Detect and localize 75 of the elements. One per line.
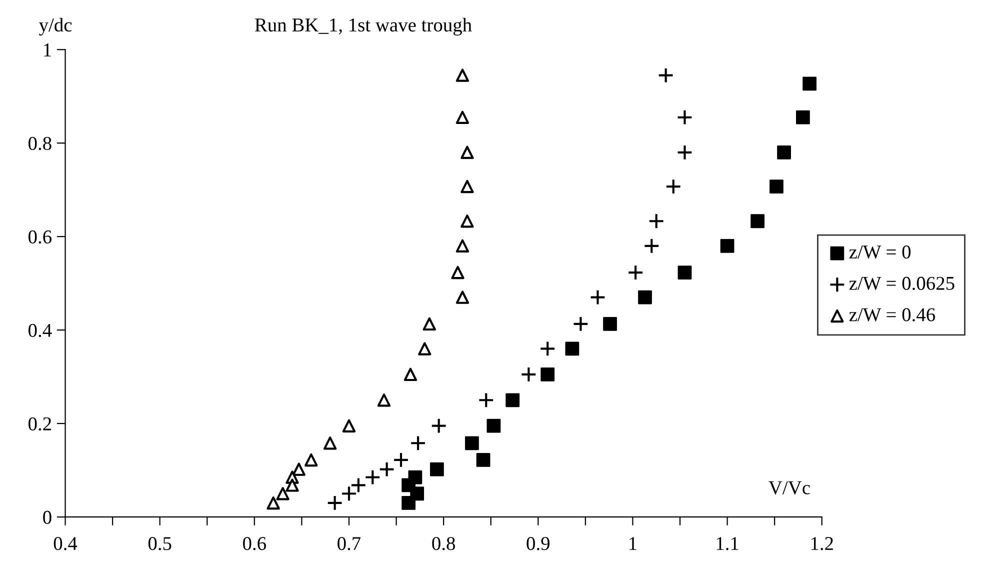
point — [644, 238, 660, 254]
x-tick-label: 1.2 — [811, 537, 833, 550]
x-axis-title: V/Vc — [768, 481, 810, 494]
x-tick-label: 1 — [630, 537, 636, 550]
point — [456, 68, 470, 82]
y-tick-label: 0.2 — [28, 417, 52, 431]
legend-label: z/W = 0.46 — [849, 308, 936, 322]
point — [770, 180, 784, 194]
x-tick-label: 0.7 — [338, 536, 361, 550]
point — [476, 453, 490, 467]
point — [540, 367, 555, 382]
point — [676, 109, 693, 126]
chart-title: Run BK_1, 1st wave trough — [254, 18, 472, 36]
point — [802, 76, 817, 91]
x-tick-label: 0.4 — [54, 536, 78, 550]
point — [506, 393, 520, 408]
point — [638, 290, 652, 304]
point — [430, 418, 447, 434]
point — [603, 317, 617, 331]
point — [402, 496, 416, 510]
point — [665, 178, 682, 195]
y-tick-label: 0 — [43, 510, 52, 524]
point — [456, 290, 470, 304]
y-tick-label: 0.4 — [28, 324, 52, 338]
point — [460, 180, 474, 194]
point — [422, 317, 436, 331]
point — [720, 238, 734, 253]
point — [460, 214, 474, 228]
point — [276, 487, 290, 500]
point — [796, 110, 810, 124]
point — [460, 146, 474, 160]
point — [292, 462, 306, 476]
point — [377, 394, 391, 407]
point — [572, 316, 589, 332]
point — [658, 67, 674, 84]
point — [451, 266, 464, 280]
point — [393, 452, 409, 468]
point — [648, 213, 664, 230]
x-tick-label: 1.1 — [716, 537, 738, 550]
point — [456, 239, 470, 252]
point — [565, 342, 580, 356]
y-axis-title: y/dc — [39, 18, 72, 36]
point — [364, 469, 381, 486]
point — [478, 392, 494, 408]
point — [323, 436, 337, 450]
point — [326, 494, 343, 511]
point — [342, 419, 356, 432]
y-tick-label: 0.8 — [28, 136, 52, 150]
point — [404, 368, 418, 382]
point — [628, 264, 644, 281]
point — [464, 436, 479, 450]
point — [304, 453, 318, 467]
point — [266, 496, 280, 510]
legend-label: z/W = 0.0625 — [849, 276, 954, 290]
point — [456, 110, 470, 124]
x-tick-label: 0.8 — [432, 536, 455, 550]
point — [678, 266, 692, 280]
point — [418, 342, 432, 356]
point — [750, 214, 764, 228]
x-tick-label: 0.5 — [148, 536, 172, 550]
point — [430, 462, 444, 476]
point — [590, 289, 606, 306]
point — [540, 340, 556, 357]
point — [520, 366, 537, 382]
point — [676, 144, 693, 160]
x-tick-label: 0.6 — [243, 536, 266, 550]
legend-label: z/W = 0 — [849, 245, 911, 259]
point — [286, 478, 299, 492]
point — [777, 145, 791, 160]
x-tick-label: 0.9 — [526, 536, 550, 550]
point — [378, 461, 395, 478]
point — [410, 435, 426, 452]
y-tick-label: 1 — [44, 44, 51, 56]
point — [486, 418, 501, 433]
y-tick-label: 0.6 — [28, 230, 52, 244]
